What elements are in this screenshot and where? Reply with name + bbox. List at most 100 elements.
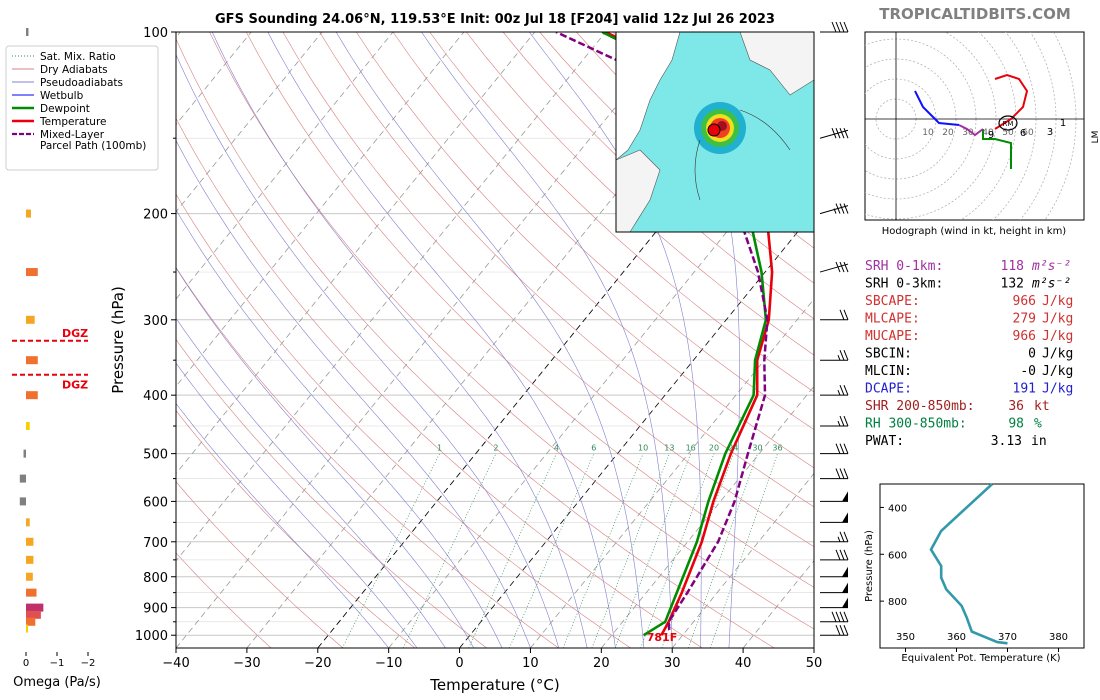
omega-bar <box>26 537 34 546</box>
y-tick-label: 500 <box>143 448 168 463</box>
x-tick-label: 50 <box>806 656 823 671</box>
dry-adiabat <box>319 32 814 508</box>
theta-e-xtick-label: 380 <box>1049 632 1068 643</box>
y-tick-label: 700 <box>143 536 168 551</box>
legend-label: Sat. Mix. Ratio <box>40 51 116 63</box>
dry-adiabat <box>429 32 814 393</box>
index-unit: in <box>1031 434 1047 449</box>
omega-bar <box>26 617 36 626</box>
omega-bars: DGZ DGZ <box>12 28 88 633</box>
omega-bar <box>26 356 38 365</box>
x-tick-label: 30 <box>664 656 681 671</box>
omega-bar <box>26 603 44 612</box>
legend-label: Parcel Path (100mb) <box>40 140 146 152</box>
theta-e-xtick-label: 360 <box>947 632 966 643</box>
omega-bar <box>26 610 41 619</box>
pseudoadiabat <box>176 53 560 648</box>
index-label: MUCAPE: <box>865 329 920 344</box>
hodograph-trace <box>958 124 984 137</box>
theta-e-xtick-label: 370 <box>998 632 1017 643</box>
wind-barb <box>819 203 849 215</box>
x-tick-label: 0 <box>455 656 463 671</box>
mixing-ratio-label: 20 <box>709 444 719 453</box>
x-tick-label: −40 <box>162 656 189 671</box>
mixing-ratio-line <box>562 453 644 648</box>
omega-bar <box>26 209 31 218</box>
index-label: SBCAPE: <box>865 294 920 309</box>
dry-adiabat <box>176 552 272 648</box>
index-value: 0 <box>1028 347 1036 362</box>
storm-motion-label: RM <box>1003 120 1014 128</box>
index-label: MLCAPE: <box>865 312 920 327</box>
hodograph-ring-label: 40 <box>982 128 994 138</box>
omega-tick-label: −2 <box>81 658 96 669</box>
omega-tick-label: −1 <box>50 658 65 669</box>
index-unit: m²s⁻² <box>1031 277 1071 292</box>
mixing-ratio-label: 6 <box>591 444 596 453</box>
hodograph-ring-label: 10 <box>922 128 934 138</box>
mixing-ratio-label: 30 <box>752 444 762 453</box>
omega-bar <box>23 449 26 458</box>
wind-barb <box>820 350 849 361</box>
wind-barb <box>820 611 849 623</box>
index-value: 966 <box>1013 329 1036 344</box>
index-value: 132 <box>1001 277 1024 292</box>
isotherm <box>176 32 536 475</box>
wind-barb <box>820 443 849 455</box>
theta-e-ylabel: Pressure (hPa) <box>864 530 875 602</box>
index-value: 98 <box>1008 417 1024 432</box>
skewt-xlabel: Temperature (°C) <box>429 676 559 694</box>
mixing-ratio-line <box>591 453 670 648</box>
index-unit: J/kg <box>1042 347 1073 362</box>
dry-adiabat <box>282 32 814 548</box>
y-tick-label: 200 <box>143 208 168 223</box>
omega-bar <box>26 391 38 400</box>
omega-axis: 0 −1 −2 <box>23 652 96 669</box>
satellite-inset-map <box>615 31 815 233</box>
mixing-ratio-line <box>341 453 440 648</box>
dry-adiabat <box>209 32 814 630</box>
sounding-indices: SRH 0-1km: 118 m²s⁻² SRH 0-3km: 132 m²s⁻² SBCA… <box>865 259 1073 449</box>
legend-label: Dewpoint <box>40 103 90 115</box>
chart-title: GFS Sounding 24.06°N, 119.53°E Init: 00z… <box>215 12 775 27</box>
isotherm <box>176 32 323 213</box>
hodograph-ring-label: 20 <box>942 128 954 138</box>
hodograph-ring-label: 30 <box>962 128 974 138</box>
wind-barb <box>819 128 849 139</box>
storm-motion-marker <box>998 115 1018 131</box>
hodograph-ring-label: 60 <box>1022 128 1034 138</box>
isotherm <box>176 32 677 648</box>
y-tick-label: 900 <box>143 602 168 617</box>
omega-xlabel: Omega (Pa/s) <box>13 675 101 690</box>
dry-adiabat <box>176 193 631 648</box>
index-label: DCAPE: <box>865 382 912 397</box>
wind-barb <box>820 625 849 636</box>
x-tick-label: 40 <box>735 656 752 671</box>
theta-e-ytick-label: 800 <box>888 597 907 608</box>
legend-label: Pseudoadiabats <box>40 77 123 89</box>
dry-adiabat <box>245 32 814 588</box>
index-unit: % <box>1034 417 1042 432</box>
x-tick-label: −10 <box>375 656 402 671</box>
wind-barb <box>820 21 849 33</box>
pseudoadiabat <box>176 362 418 648</box>
wind-barbs <box>819 21 849 636</box>
index-value: -0 <box>1020 364 1036 379</box>
hodograph-panel: 10 20 30 40 50 60 9 6 31 RM LM Hodograph (wind in… <box>864 31 1100 237</box>
omega-bar <box>26 588 37 597</box>
wind-barb <box>820 512 848 523</box>
y-tick-label: 1000 <box>135 629 168 644</box>
wind-barb <box>820 582 848 594</box>
hodograph-trace <box>994 73 1029 130</box>
omega-tick-label: 0 <box>23 658 29 669</box>
surface-temp-label: 781F <box>647 631 677 644</box>
index-value: 36 <box>1008 399 1024 414</box>
skewt-ylabel: Pressure (hPa) <box>109 286 127 394</box>
index-unit: m²s⁻² <box>1031 259 1071 274</box>
omega-bar <box>19 474 26 483</box>
pseudoadiabat <box>267 32 616 648</box>
wind-barb <box>820 597 848 609</box>
isotherm <box>671 472 814 648</box>
